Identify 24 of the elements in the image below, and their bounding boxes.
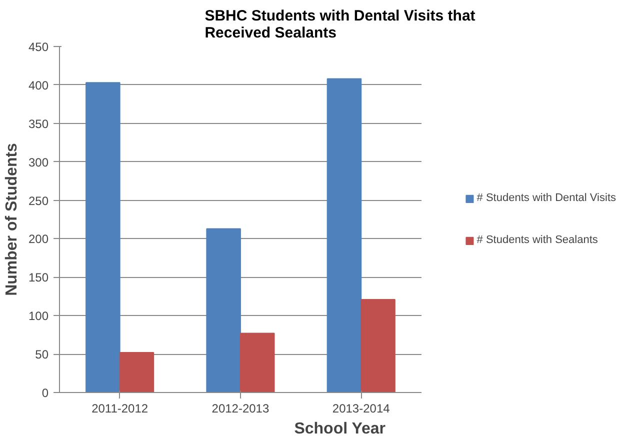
y-tick-label: 350 — [28, 116, 49, 131]
legend-label: # Students with Dental Visits — [476, 192, 616, 204]
legend-label: # Students with Sealants — [476, 234, 598, 246]
bar — [240, 332, 275, 392]
y-tick-label: 0 — [42, 386, 49, 400]
chart-title: SBHC Students with Dental Visits that Received Sealants — [204, 8, 476, 42]
y-tick-label: 100 — [28, 309, 49, 324]
x-tick-label: 2011-2012 — [92, 402, 148, 416]
bar — [86, 82, 120, 392]
y-tick-label: 50 — [35, 348, 49, 362]
bar — [360, 298, 396, 392]
bar — [119, 352, 154, 392]
y-tick-label: 400 — [28, 78, 49, 92]
bar — [326, 78, 362, 392]
bar — [206, 228, 241, 392]
y-tick-label: 250 — [28, 194, 49, 208]
y-tick-label: 150 — [28, 270, 49, 285]
y-axis-title: Number of Students — [3, 142, 20, 296]
y-tick-label: 300 — [28, 155, 49, 170]
x-axis-title: School Year — [294, 420, 386, 438]
x-tick-label: 2012-2013 — [212, 402, 270, 416]
y-tick-label: 200 — [28, 232, 49, 246]
x-tick-label: 2013-2014 — [332, 402, 390, 416]
y-tick-label: 450 — [28, 40, 49, 54]
